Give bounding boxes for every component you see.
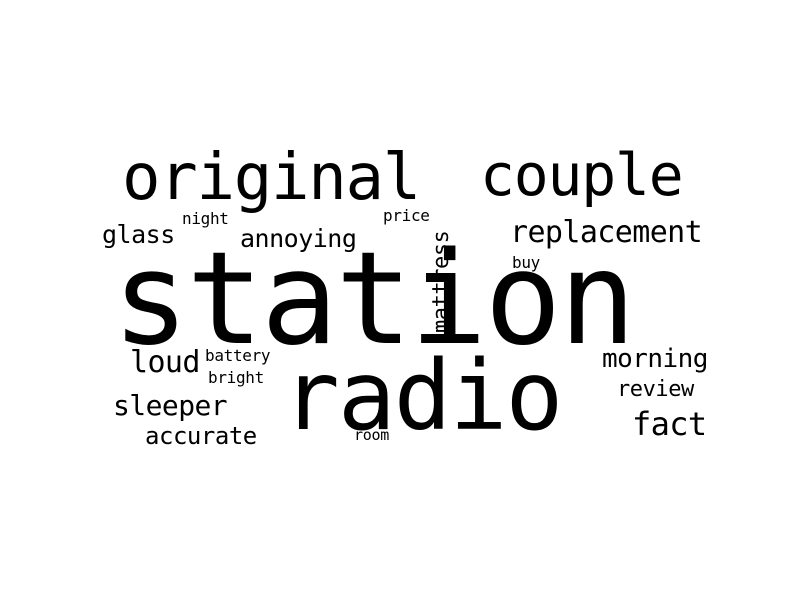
word-night: night: [182, 209, 229, 228]
word-mattress: mattress: [429, 230, 454, 333]
word-loud: loud: [130, 345, 200, 380]
word-room: room: [354, 426, 389, 444]
word-price: price: [383, 206, 430, 225]
word-original: original: [122, 141, 421, 215]
word-battery: battery: [205, 346, 271, 365]
word-review: review: [617, 377, 694, 402]
word-replacement: replacement: [510, 215, 703, 250]
word-station: station: [112, 225, 636, 374]
word-buy: buy: [512, 253, 540, 272]
word-morning: morning: [602, 344, 708, 374]
word-annoying: annoying: [240, 224, 357, 253]
word-couple: couple: [480, 141, 684, 209]
word-radio: radio: [282, 340, 563, 452]
word-glass: glass: [102, 220, 175, 249]
word-fact: fact: [632, 405, 707, 443]
word-accurate: accurate: [145, 422, 257, 450]
word-bright: bright: [208, 368, 264, 387]
word-sleeper: sleeper: [113, 389, 228, 422]
